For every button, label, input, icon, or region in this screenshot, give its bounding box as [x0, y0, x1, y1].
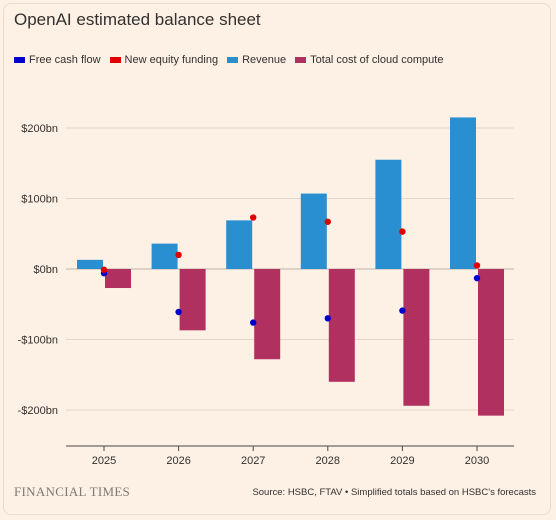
legend: Free cash flow New equity funding Revenu… [14, 53, 452, 67]
bar-revenue [226, 220, 253, 269]
x-tick-label: 2027 [241, 455, 265, 467]
y-tick-label: -$100bn [18, 335, 58, 347]
bar-cloud-compute [254, 269, 281, 360]
dot-new-equity-funding [250, 214, 257, 221]
dot-new-equity-funding [100, 266, 108, 273]
bar-revenue [77, 259, 103, 269]
x-tick-label: 2030 [465, 455, 489, 467]
legend-item-free-cash-flow: Free cash flow [14, 54, 101, 66]
dot-new-equity-funding [399, 228, 406, 235]
dot-free-cash-flow [399, 307, 406, 314]
legend-swatch-revenue [227, 57, 239, 63]
dot-new-equity-funding [473, 262, 481, 269]
legend-item-revenue: Revenue [227, 54, 286, 66]
page-title: OpenAI estimated balance sheet [14, 10, 261, 29]
legend-item-new-equity-funding: New equity funding [109, 54, 219, 66]
x-tick-label: 2028 [316, 455, 340, 467]
legend-swatch-new-equity-funding [109, 57, 121, 63]
bar-revenue [300, 193, 327, 269]
dot-new-equity-funding [175, 251, 182, 259]
legend-label-cloud-compute: Total cost of cloud compute [310, 54, 444, 66]
y-tick-label: $200bn [21, 123, 58, 135]
bar-revenue [151, 243, 178, 269]
bar-revenue [375, 159, 402, 269]
x-tick-label: 2029 [390, 455, 414, 467]
legend-label-new-equity-funding: New equity funding [124, 54, 219, 66]
bar-cloud-compute [179, 269, 206, 331]
y-tick-label: $100bn [21, 194, 58, 206]
source-note: Source: HSBC, FTAV • Simplified totals b… [252, 487, 536, 498]
bar-cloud-compute [478, 269, 504, 416]
legend-swatch-cloud-compute [295, 57, 307, 63]
bar-cloud-compute [105, 269, 131, 289]
legend-item-cloud-compute: Total cost of cloud compute [295, 54, 443, 66]
dot-free-cash-flow [324, 315, 331, 322]
y-tick-label: -$200bn [18, 405, 58, 417]
legend-label-free-cash-flow: Free cash flow [29, 54, 101, 66]
bar-revenue [450, 117, 476, 269]
dot-new-equity-funding [324, 218, 331, 225]
ft-logo: FINANCIAL TIMES [14, 484, 131, 499]
x-tick-label: 2026 [166, 455, 190, 467]
x-tick-label: 2025 [92, 455, 116, 467]
bar-cloud-compute [403, 269, 430, 406]
chart-frame [3, 3, 551, 515]
bar-cloud-compute [328, 269, 355, 382]
legend-swatch-free-cash-flow [14, 57, 25, 63]
legend-label-revenue: Revenue [242, 54, 287, 66]
dot-free-cash-flow [250, 319, 257, 326]
dot-free-cash-flow [473, 274, 481, 282]
y-tick-label: $0bn [34, 264, 58, 276]
dot-free-cash-flow [175, 308, 182, 316]
